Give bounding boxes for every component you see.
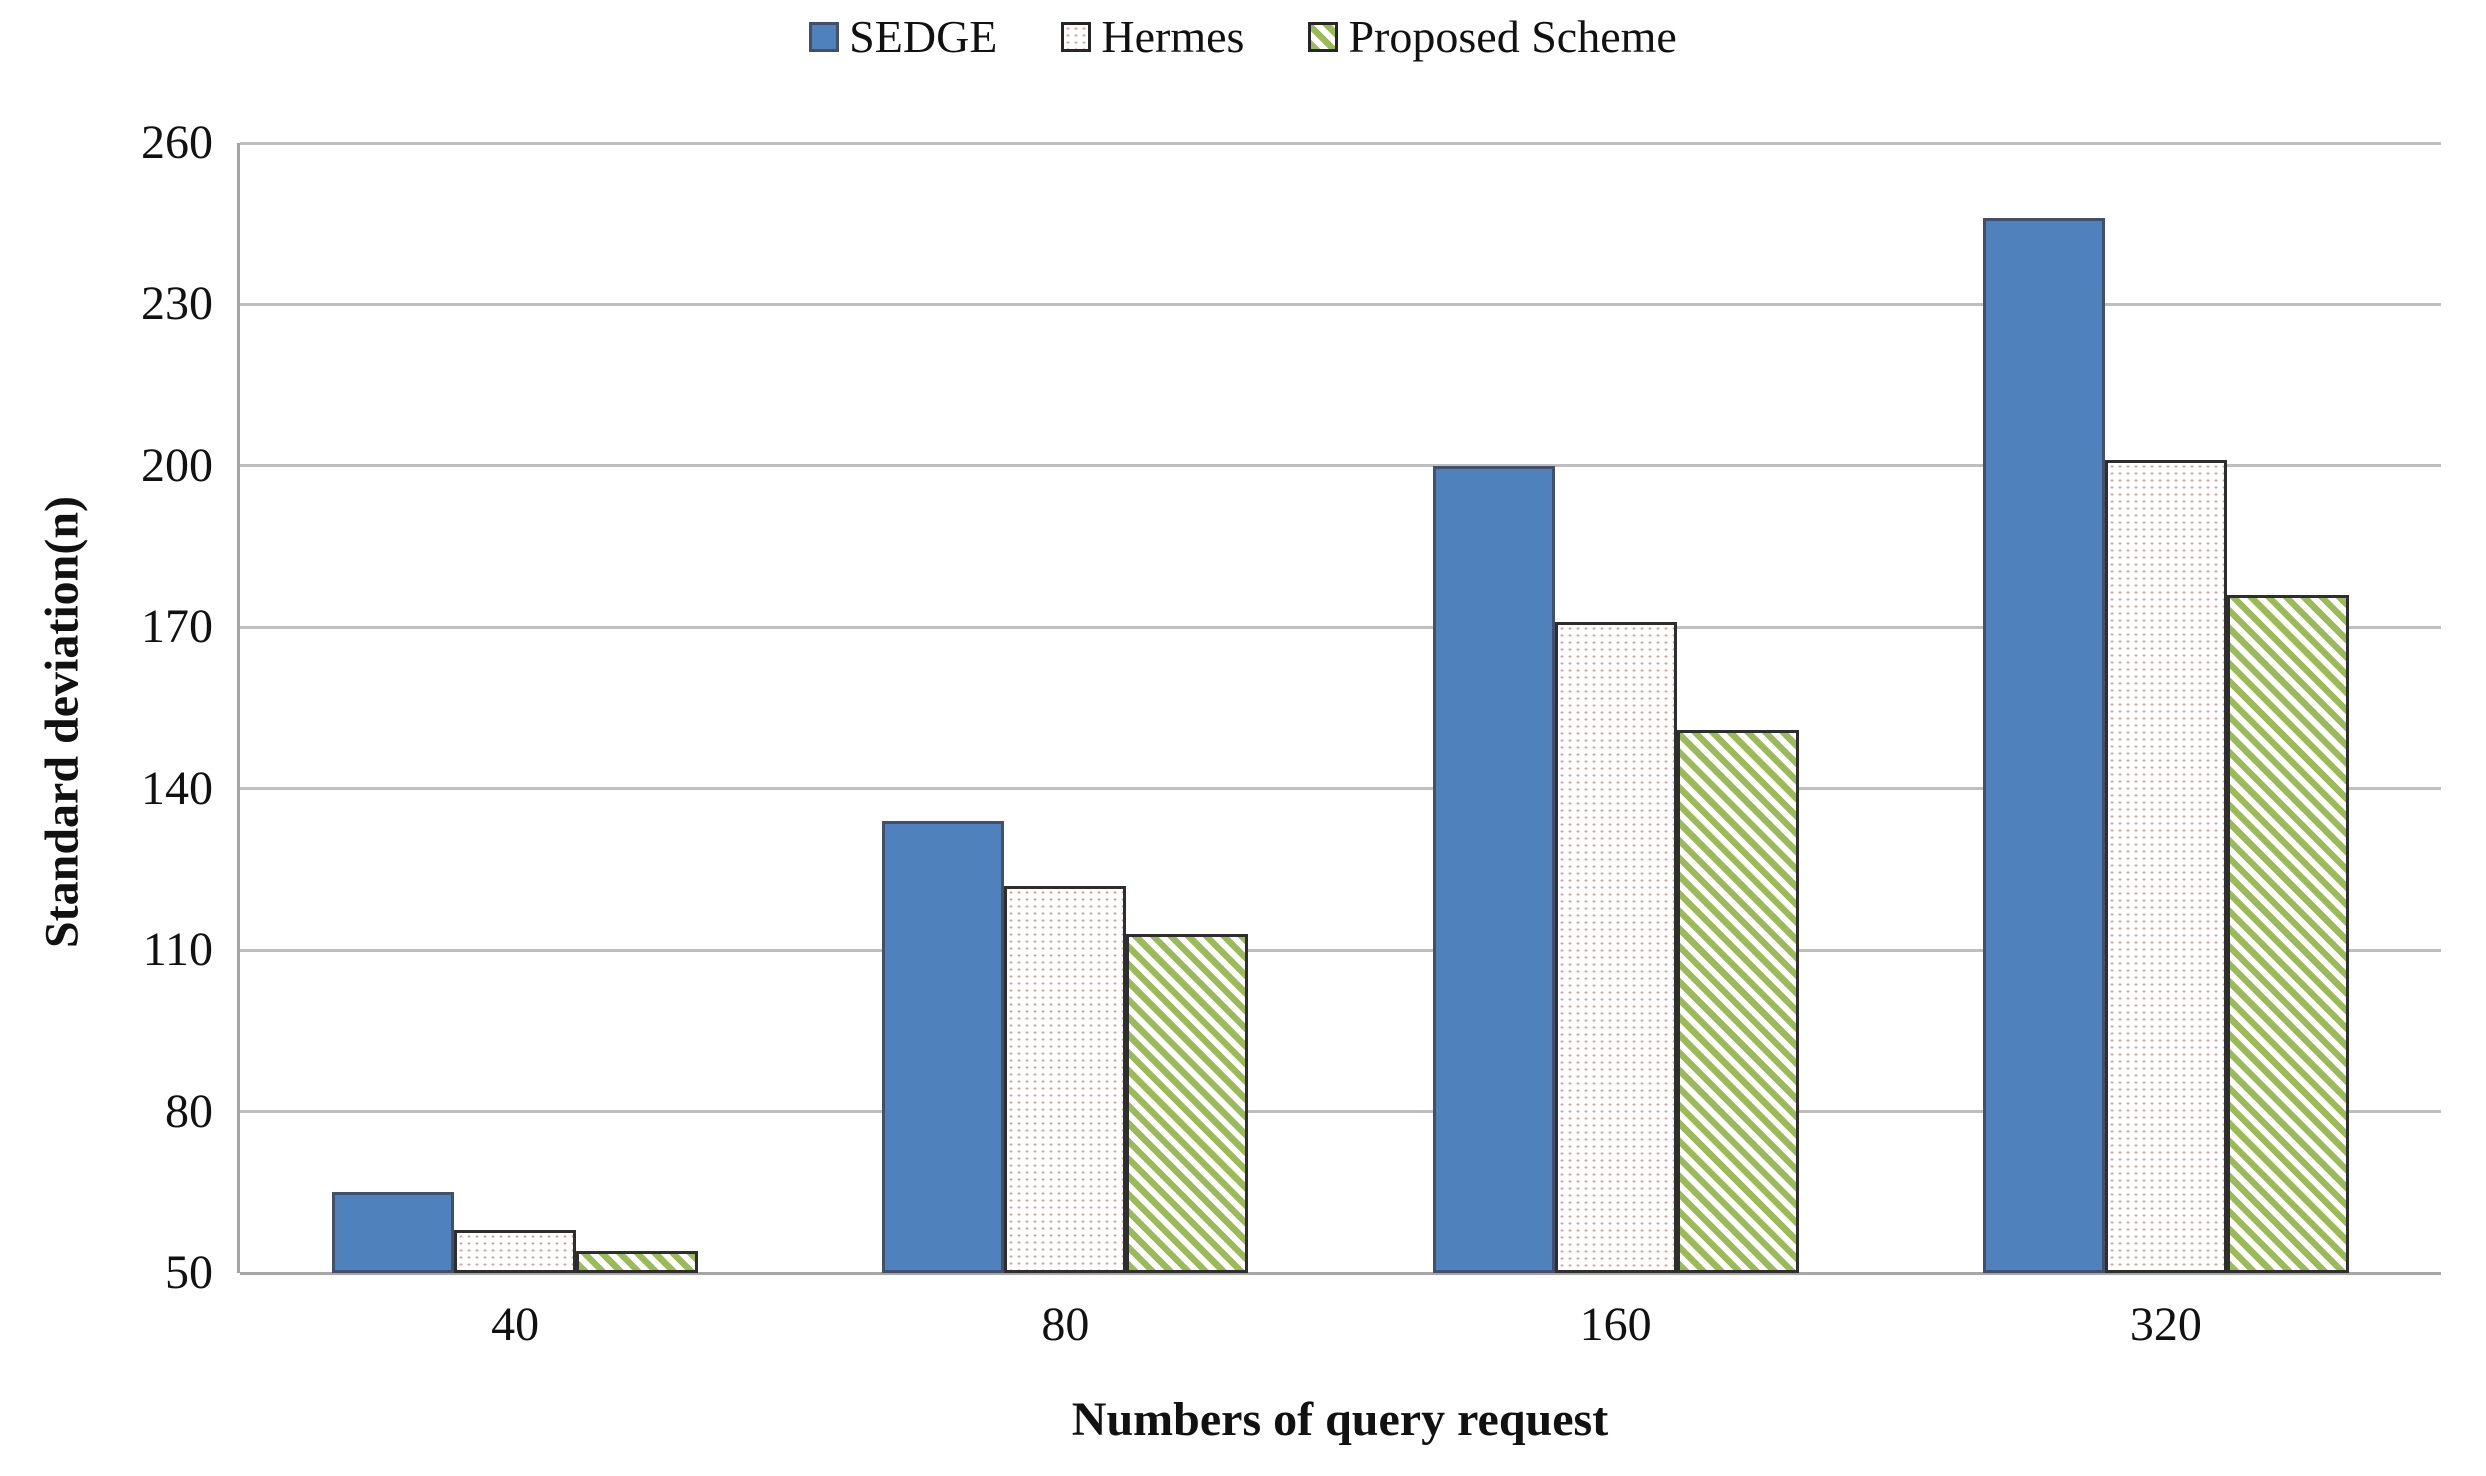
bar-hermes-80 — [1004, 885, 1127, 1273]
bar-hermes-160 — [1554, 621, 1677, 1273]
bar-hermes-40 — [454, 1229, 577, 1273]
gridline-260 — [240, 141, 2441, 145]
y-tick-label-140: 140 — [141, 761, 213, 815]
legend-item-sedge: SEDGE — [809, 14, 997, 60]
bar-proposed-scheme-80 — [1126, 934, 1249, 1273]
x-axis-title: Numbers of query request — [1071, 1393, 1609, 1446]
legend-item-proposed-scheme: Proposed Scheme — [1308, 11, 1677, 62]
legend-label: Proposed Scheme — [1348, 11, 1677, 62]
chart-legend: SEDGE Hermes Proposed Scheme — [0, 14, 2486, 60]
x-tick-label-80: 80 — [1041, 1298, 1090, 1351]
gridline-230 — [240, 302, 2441, 306]
x-tick-label-40: 40 — [491, 1298, 540, 1351]
legend-swatch-icon — [1308, 22, 1339, 52]
x-tick-label-160: 160 — [1579, 1298, 1652, 1351]
bar-group-320 — [1982, 143, 2349, 1273]
bar-group-160 — [1432, 143, 1799, 1273]
y-tick-label-230: 230 — [141, 277, 213, 331]
y-tick-label-110: 110 — [142, 923, 213, 977]
legend-swatch-icon — [1061, 22, 1092, 52]
legend-label: Hermes — [1101, 11, 1245, 62]
bar-sedge-160 — [1432, 465, 1555, 1273]
bar-proposed-scheme-320 — [2226, 595, 2349, 1273]
y-axis-title: Standard deviation(n) — [35, 495, 89, 949]
bar-hermes-320 — [2104, 460, 2227, 1273]
y-tick-label-50: 50 — [165, 1246, 213, 1299]
bar-proposed-scheme-40 — [576, 1251, 699, 1273]
gridline-200 — [240, 464, 2441, 468]
gridline-140 — [240, 787, 2441, 791]
legend-label: SEDGE — [849, 11, 998, 62]
gridline-110 — [240, 948, 2441, 952]
y-tick-label-170: 170 — [141, 600, 213, 654]
plot-area: 260 230 200 170 140 110 80 50 40 80 160 320 — [141, 119, 2441, 1349]
bar-proposed-scheme-160 — [1676, 729, 1799, 1273]
bar-sedge-320 — [1982, 218, 2105, 1273]
x-tick-label-320: 320 — [2129, 1298, 2202, 1351]
bar-sedge-80 — [882, 821, 1005, 1273]
gridline-80 — [240, 1110, 2441, 1114]
y-tick-label-200: 200 — [141, 438, 213, 492]
gridline-170 — [240, 625, 2441, 629]
legend-item-hermes: Hermes — [1061, 14, 1244, 60]
y-tick-label-80: 80 — [165, 1084, 213, 1138]
bar-sedge-40 — [332, 1192, 455, 1273]
y-tick-label-260: 260 — [141, 116, 213, 169]
bar-group-80 — [882, 143, 1249, 1273]
legend-swatch-icon — [809, 22, 840, 52]
gridline-50 — [240, 1271, 2441, 1275]
bar-group-40 — [332, 143, 699, 1273]
